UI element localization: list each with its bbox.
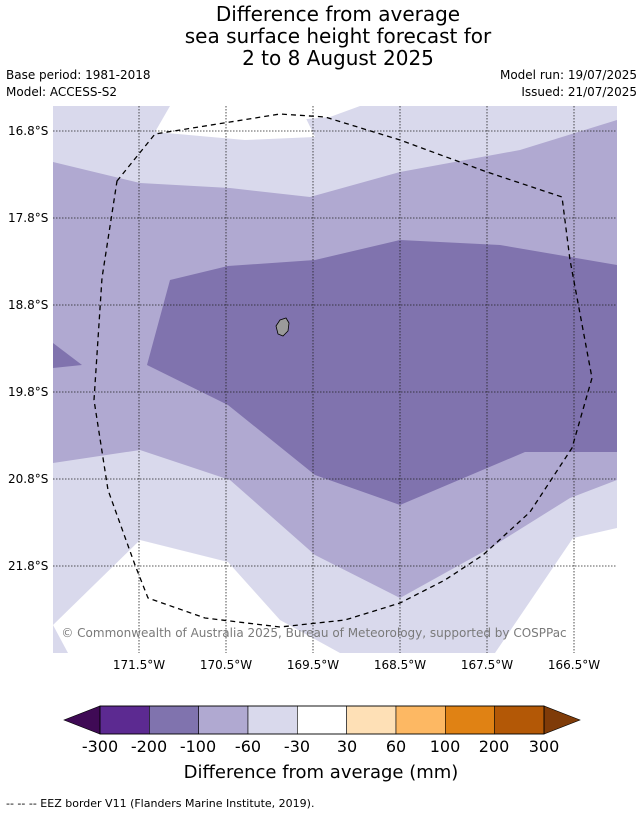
colorbar-bin: [395, 705, 446, 735]
issued-date: Issued: 21/07/2025: [521, 85, 637, 99]
colorbar-title: Difference from average (mm): [184, 762, 459, 783]
title-line-3: 2 to 8 August 2025: [242, 46, 434, 70]
colorbar: [63, 705, 581, 735]
graticule: [53, 106, 617, 653]
colorbar-bin: [445, 705, 495, 735]
model-run: Model run: 19/07/2025: [499, 68, 637, 82]
title-line-1: Difference from average: [215, 2, 461, 26]
lat-label: 17.8°S: [8, 211, 48, 225]
eez-border: [93, 113, 593, 628]
colorbar-tick-label: -30: [284, 737, 310, 756]
lon-label: 171.5°W: [113, 658, 165, 672]
colorbar-tick-label: 100: [430, 737, 461, 756]
colorbar-tick-label: -60: [235, 737, 261, 756]
colorbar-tick-label: 200: [479, 737, 510, 756]
island-niue: [275, 317, 290, 337]
title-line-2: sea surface height forecast for: [184, 24, 492, 48]
lat-label: 16.8°S: [8, 124, 48, 138]
contour-minus-100-to-minus-200-center: [147, 240, 617, 505]
model-name: Model: ACCESS-S2: [6, 85, 118, 99]
lon-label: 167.5°W: [461, 658, 513, 672]
colorbar-bin: [494, 705, 545, 735]
colorbar-tick-label: 60: [386, 737, 406, 756]
lon-label: 166.5°W: [548, 658, 600, 672]
colorbar-tick-label: 300: [529, 737, 560, 756]
lat-label: 21.8°S: [8, 559, 48, 573]
colorbar-extend-high: [543, 705, 581, 735]
contour-neutral-south-east: [495, 528, 617, 653]
lon-label: 169.5°W: [287, 658, 339, 672]
colorbar-bin: [346, 705, 397, 735]
contour-minus-100-to-minus-200-west: [53, 343, 82, 368]
colorbar-tick-label: -100: [180, 737, 216, 756]
colorbar-bin: [149, 705, 199, 735]
eez-legend-note: -- -- -- EEZ border V11 (Flanders Marine…: [6, 797, 315, 810]
colorbar-outline: [99, 705, 545, 735]
colorbar-bin: [297, 705, 347, 735]
colorbar-tick-label: 30: [337, 737, 357, 756]
colorbar-bin: [247, 705, 298, 735]
colorbar-tick-label: -300: [82, 737, 118, 756]
copyright-text: © Commonwealth of Australia 2025, Bureau…: [61, 626, 566, 640]
colorbar-extend-low: [63, 705, 101, 735]
lat-label: 19.8°S: [8, 385, 48, 399]
base-period: Base period: 1981-2018: [6, 68, 151, 82]
lon-label: 170.5°W: [200, 658, 252, 672]
sea-height-contours: [53, 106, 617, 653]
colorbar-bin: [198, 705, 249, 735]
lat-label: 20.8°S: [8, 472, 48, 486]
lat-label: 18.8°S: [8, 298, 48, 312]
colorbar-bin: [99, 705, 150, 735]
colorbar-tick-label: -200: [131, 737, 167, 756]
lon-label: 168.5°W: [374, 658, 426, 672]
contour-neutral-south-west: [53, 540, 340, 653]
